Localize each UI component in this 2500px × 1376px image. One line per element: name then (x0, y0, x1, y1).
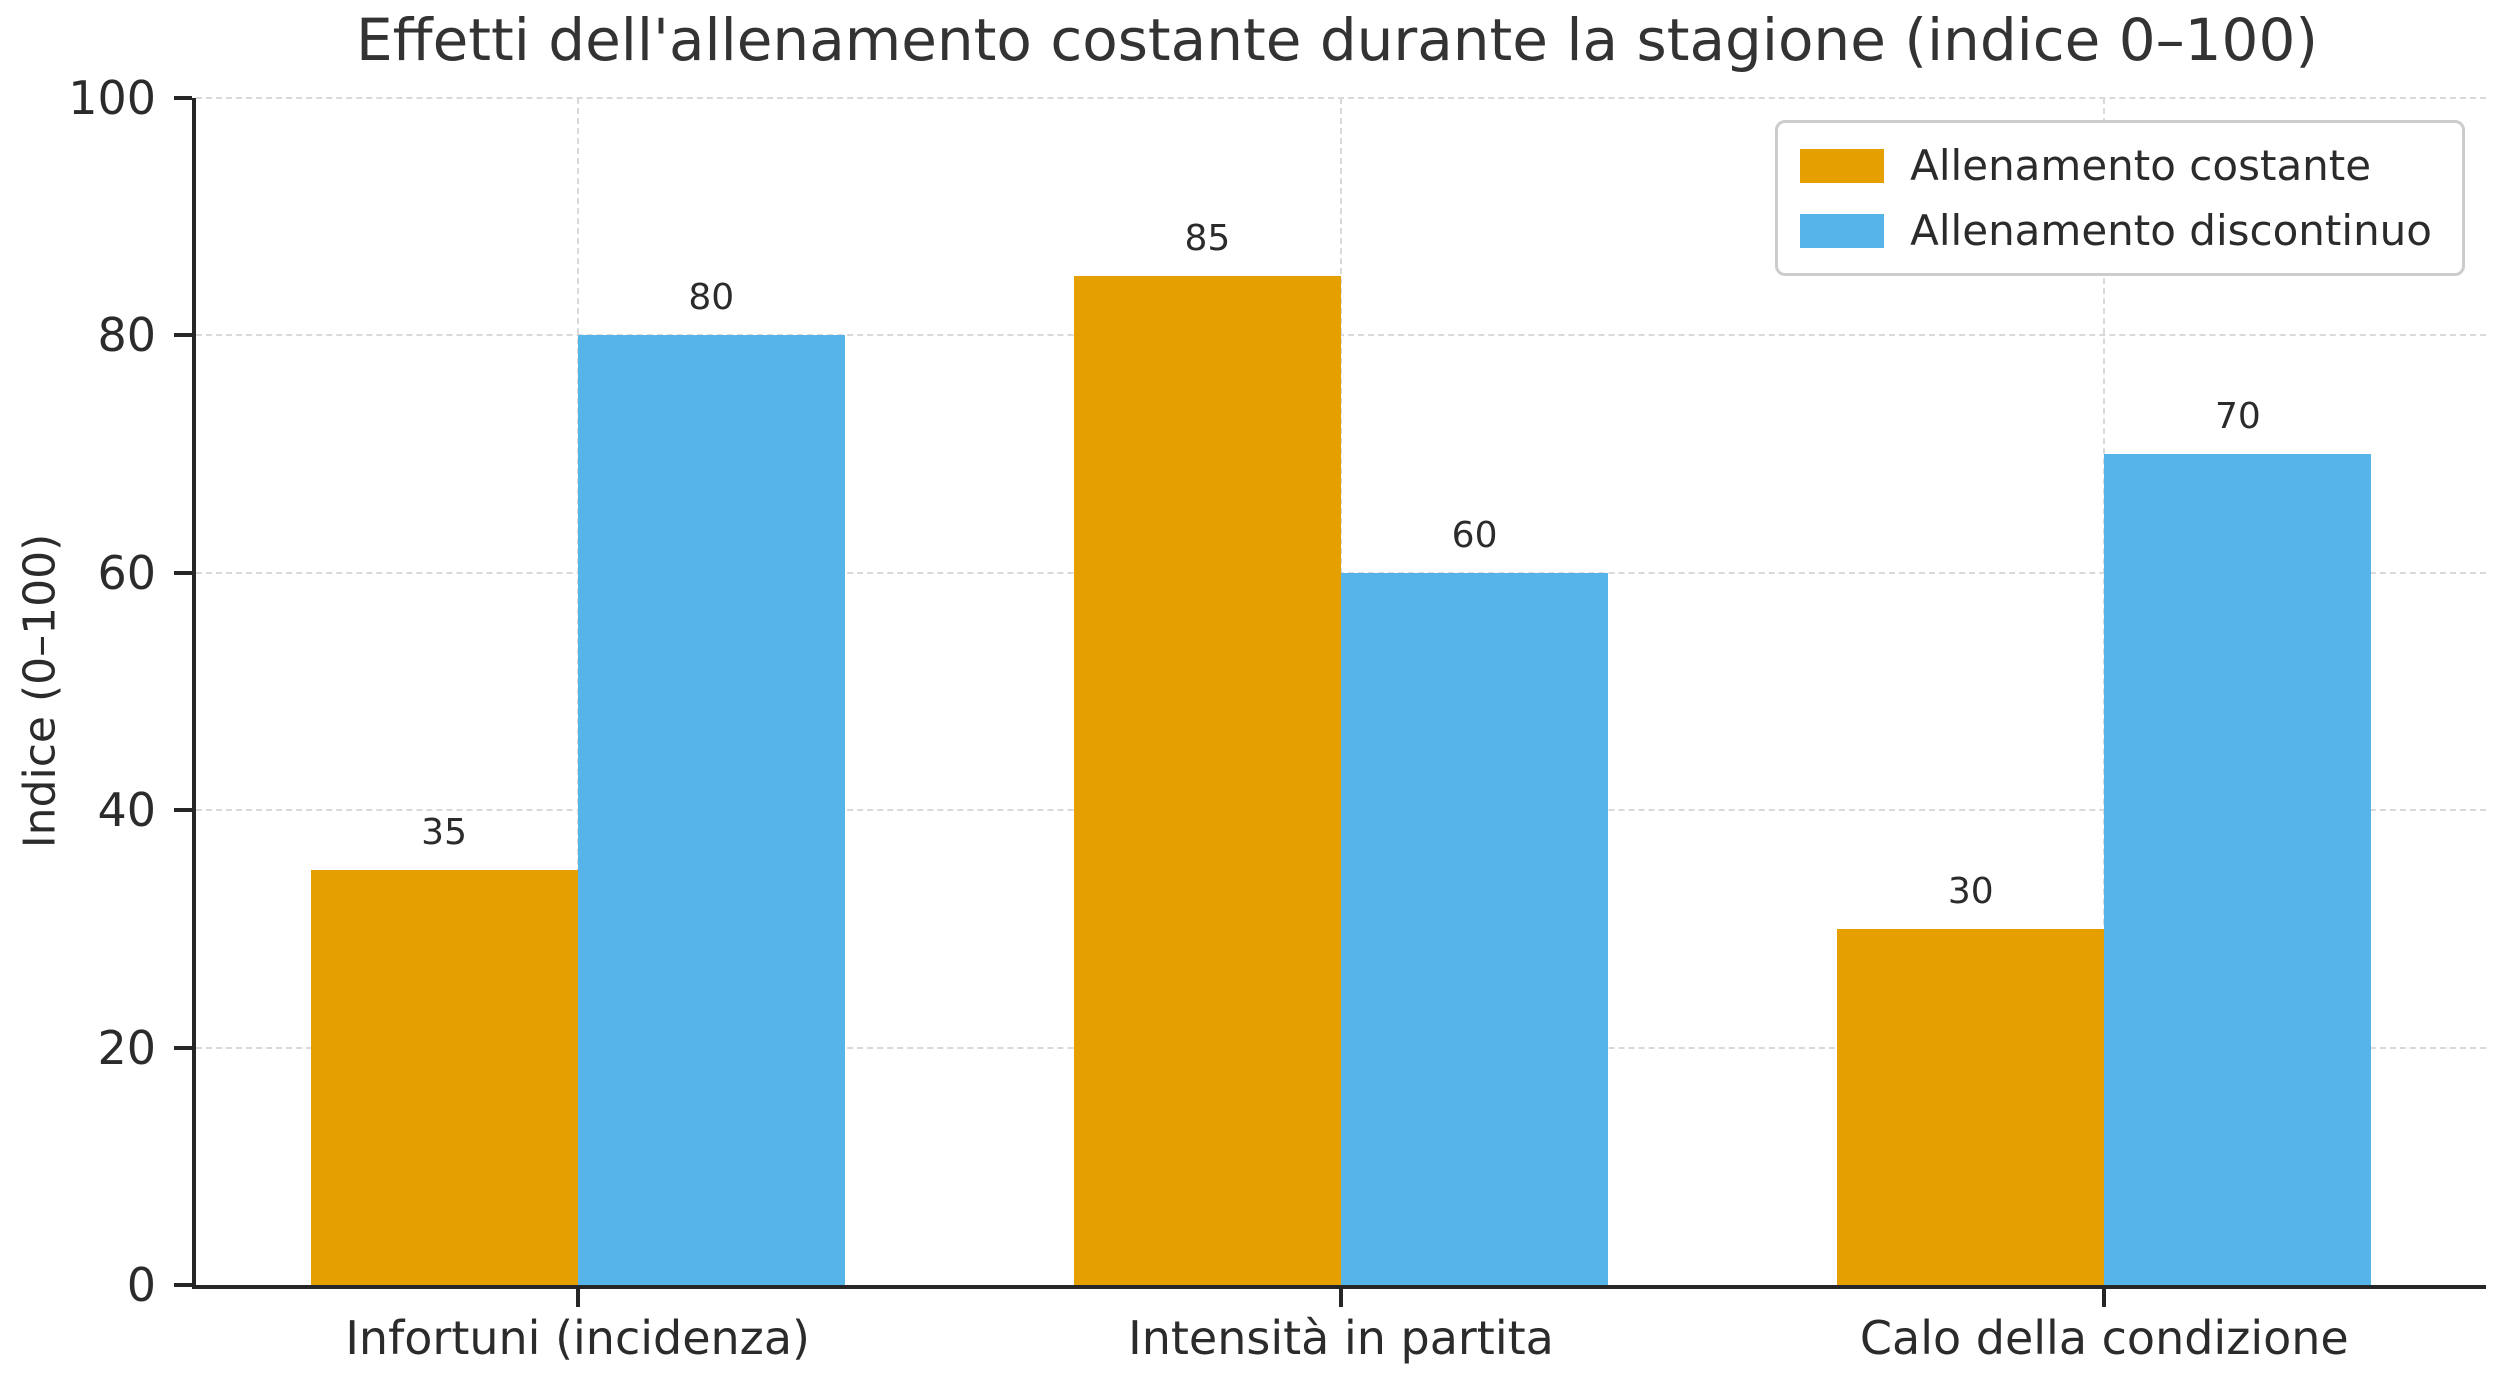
y-tick-mark (174, 808, 192, 813)
x-tick-mark (575, 1289, 580, 1307)
y-tick-label: 80 (97, 308, 156, 363)
legend-swatch-orange (1800, 148, 1885, 183)
y-tick-label: 100 (68, 71, 156, 125)
bar-value-label: 60 (1451, 514, 1498, 556)
x-category-label: Infortuni (incidenza) (345, 1311, 810, 1365)
y-tick-mark (174, 333, 192, 338)
y-tick-mark (174, 1283, 192, 1287)
bar-orange (1073, 276, 1341, 1285)
legend: Allenamento costante Allenamento discont… (1775, 120, 2465, 276)
legend-item-allenamento-costante: Allenamento costante (1800, 141, 2432, 190)
y-tick-label: 40 (97, 783, 156, 838)
y-tick-label: 60 (97, 545, 156, 600)
legend-item-allenamento-discontinuo: Allenamento discontinuo (1800, 206, 2432, 255)
x-tick-mark (1339, 1289, 1343, 1307)
bar-value-label: 80 (688, 277, 735, 319)
y-tick-mark (174, 96, 192, 100)
legend-label: Allenamento costante (1910, 141, 2372, 190)
bar-blue (577, 335, 845, 1285)
legend-label: Allenamento discontinuo (1910, 206, 2432, 255)
bar-value-label: 85 (1184, 218, 1231, 260)
y-tick-label: 20 (97, 1020, 156, 1075)
legend-swatch-blue (1800, 213, 1885, 248)
y-tick-label: 0 (126, 1258, 156, 1312)
chart-title: Effetti dell'allenamento costante durant… (355, 6, 2318, 74)
bar-value-label: 35 (421, 811, 467, 853)
y-tick-mark (174, 570, 192, 575)
y-tick-mark (174, 1045, 192, 1050)
x-category-label: Intensità in partita (1128, 1311, 1554, 1365)
bar-blue (1341, 572, 1609, 1285)
bar-orange (310, 869, 578, 1285)
bar-value-label: 30 (1947, 870, 1994, 912)
bar-orange (1837, 928, 2105, 1285)
bar-value-label: 70 (2215, 396, 2261, 438)
plot-area: 0 20 40 60 80 100 Infortuni (incidenza) 35 80 Int… (68, 71, 2486, 1365)
x-tick-mark (2102, 1289, 2107, 1307)
x-category-label: Calo della condizione (1859, 1311, 2349, 1365)
bar-blue (2104, 454, 2372, 1285)
